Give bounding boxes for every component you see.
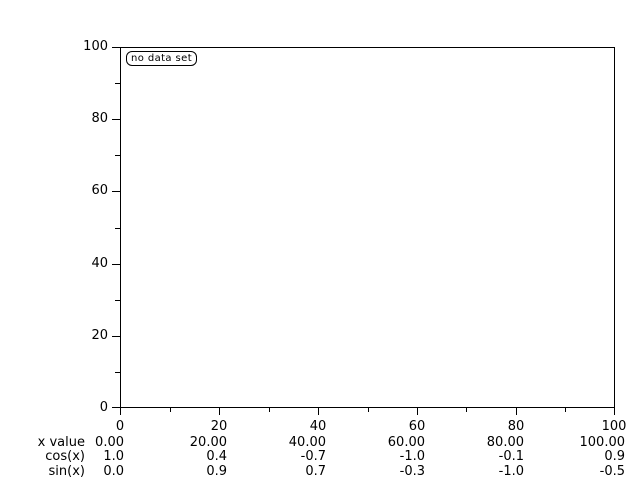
table-cell: 80.00	[486, 435, 524, 450]
x-axis-minor-tick	[466, 408, 467, 412]
table-cell: 1.0	[103, 449, 124, 464]
y-axis-tick-label: 40	[91, 256, 108, 271]
x-axis-tick-label: 20	[210, 419, 228, 434]
x-axis-minor-tick	[269, 408, 270, 412]
table-cell: 0.7	[305, 464, 326, 479]
y-axis-minor-tick	[115, 228, 120, 229]
y-axis-minor-tick	[115, 83, 120, 84]
table-cell: -0.1	[498, 449, 524, 464]
legend-label: no data set	[131, 53, 193, 64]
y-axis-major-tick	[112, 336, 120, 337]
x-axis-minor-tick	[170, 408, 171, 412]
table-row-label: sin(x)	[48, 464, 85, 479]
x-axis-major-tick	[219, 408, 220, 415]
table-cell: 0.0	[103, 464, 124, 479]
table-cell: -0.5	[599, 464, 625, 479]
x-axis-minor-tick	[368, 408, 369, 412]
table-cell: 100.00	[579, 435, 626, 450]
y-axis-minor-tick	[115, 155, 120, 156]
y-axis-minor-tick	[115, 372, 120, 373]
table-cell: 0.9	[604, 449, 625, 464]
table-cell: 20.00	[189, 435, 227, 450]
y-axis-major-tick	[112, 407, 120, 408]
legend[interactable]: no data set	[126, 51, 198, 66]
x-axis-major-tick	[614, 408, 615, 415]
y-axis-major-tick	[112, 264, 120, 265]
table-cell: -1.0	[399, 449, 425, 464]
y-axis-tick-label: 60	[91, 183, 108, 198]
table-cell: 0.4	[206, 449, 227, 464]
table-cell: -1.0	[498, 464, 524, 479]
x-axis-tick-label: 0	[115, 419, 125, 434]
table-row-label: cos(x)	[45, 449, 85, 464]
y-axis-tick-label: 100	[83, 39, 108, 54]
y-axis-major-tick	[112, 191, 120, 192]
x-axis-tick-label: 40	[309, 419, 327, 434]
y-axis-major-tick	[112, 47, 120, 48]
y-axis-tick-label: 0	[99, 400, 108, 415]
y-axis-major-tick	[112, 119, 120, 120]
plot-area[interactable]	[120, 47, 615, 408]
x-axis-major-tick	[318, 408, 319, 415]
y-axis-tick-label: 80	[91, 111, 108, 126]
table-cell: -0.7	[300, 449, 326, 464]
table-cell: 0.00	[95, 435, 124, 450]
x-axis-major-tick	[516, 408, 517, 415]
x-axis-major-tick	[417, 408, 418, 415]
table-cell: -0.3	[399, 464, 425, 479]
y-axis-minor-tick	[115, 300, 120, 301]
y-axis-tick-label: 20	[91, 328, 108, 343]
table-cell: 60.00	[387, 435, 425, 450]
table-row-label: x value	[37, 435, 85, 450]
x-axis-tick-label: 100	[601, 419, 627, 434]
x-axis-tick-label: 80	[507, 419, 525, 434]
x-axis-major-tick	[120, 408, 121, 415]
x-axis-minor-tick	[565, 408, 566, 412]
table-cell: 0.9	[206, 464, 227, 479]
x-axis-tick-label: 60	[408, 419, 426, 434]
table-cell: 40.00	[288, 435, 326, 450]
